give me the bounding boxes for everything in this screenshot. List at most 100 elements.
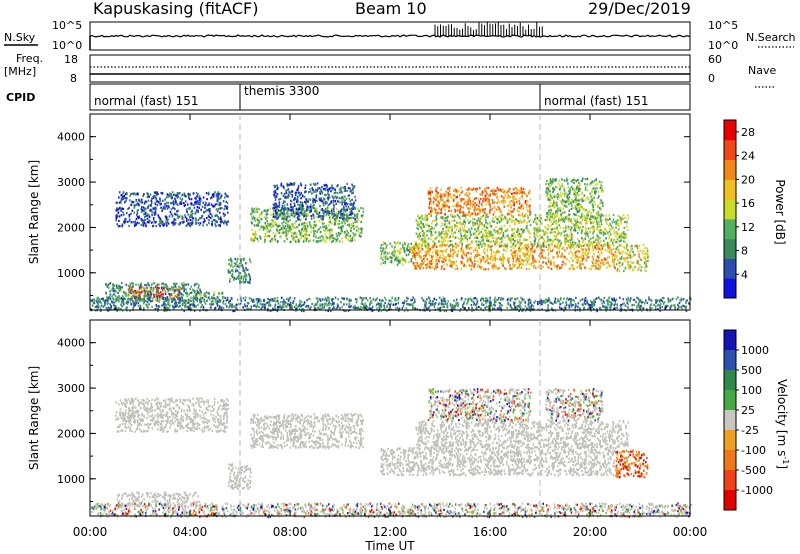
power-cell (443, 257, 445, 260)
power-cell (337, 213, 339, 216)
power-cell (536, 228, 539, 231)
power-cell (393, 254, 395, 257)
power-cell (408, 246, 411, 249)
power-cell (596, 182, 599, 185)
power-cell (282, 208, 285, 211)
power-cell (521, 212, 523, 215)
power-cell (540, 252, 543, 255)
power-cell (230, 263, 233, 266)
power-cell (411, 247, 414, 250)
power-cell (574, 227, 576, 230)
power-cell (446, 243, 448, 246)
power-cell (433, 244, 436, 247)
power-cell (195, 218, 197, 221)
power-cell (243, 281, 245, 284)
power-cell (553, 264, 555, 267)
power-cell (571, 238, 573, 241)
power-cell (308, 191, 310, 194)
power-cell (445, 190, 447, 193)
power-cell (311, 187, 313, 190)
power-cell (316, 230, 318, 233)
power-cell (476, 222, 478, 225)
power-cell (285, 234, 287, 237)
power-cell (555, 211, 557, 214)
power-cell (155, 225, 158, 228)
power-cell (458, 222, 460, 225)
power-cell (474, 228, 476, 231)
power-cell (125, 197, 128, 200)
power-cell (281, 222, 283, 225)
power-cell (195, 220, 197, 223)
power-cell (518, 248, 520, 251)
power-cell (433, 238, 436, 241)
power-cell (380, 246, 382, 250)
power-cell (550, 224, 553, 227)
power-cell (352, 224, 355, 228)
power-cell (564, 229, 567, 232)
power-cell (152, 217, 155, 220)
power-cell (615, 234, 617, 237)
power-cell (435, 243, 437, 246)
power-cell (526, 261, 529, 264)
power-cell (443, 193, 445, 196)
power-cell (350, 202, 353, 206)
power-cell (500, 228, 503, 231)
power-cell (228, 271, 230, 274)
power-cell (500, 189, 502, 192)
power-cell (276, 207, 278, 210)
power-cell (210, 213, 213, 216)
power-cell (516, 267, 519, 270)
power-cell (491, 255, 494, 258)
power-cell (477, 225, 480, 228)
power-cell (304, 184, 307, 187)
power-cell (130, 282, 133, 285)
power-cell (589, 241, 592, 244)
power-cell (159, 197, 161, 200)
power-cell (535, 228, 537, 231)
power-cell (488, 203, 491, 206)
power-cell (321, 222, 324, 225)
power-cell (482, 256, 484, 259)
power-cell (343, 213, 346, 216)
power-cell (452, 246, 454, 249)
power-cell (541, 222, 544, 225)
power-cell (467, 219, 469, 222)
power-cell (151, 214, 153, 217)
power-cell (414, 254, 417, 257)
power-cell (185, 224, 188, 228)
power-cell (521, 233, 523, 236)
power-cell (435, 214, 438, 217)
power-cell (510, 246, 512, 249)
power-cell (328, 232, 331, 235)
power-cell (189, 221, 192, 224)
power-cell (426, 244, 428, 247)
power-cell (472, 200, 474, 203)
power-cell (314, 183, 316, 186)
power-cell (323, 184, 326, 187)
power-cell (460, 191, 463, 195)
power-cell (150, 199, 153, 203)
power-cell (487, 239, 490, 243)
power-cell (159, 217, 161, 220)
power-cell (520, 242, 523, 245)
power-cell (605, 258, 607, 261)
power-cell (336, 223, 339, 226)
power-cell (164, 198, 166, 201)
power-cell (116, 214, 118, 217)
power-cell (578, 242, 581, 245)
power-cell (527, 255, 530, 258)
power-cell (328, 224, 330, 227)
power-cell (454, 231, 457, 234)
power-cell (548, 266, 551, 269)
power-cell (595, 217, 597, 220)
power-cell (339, 211, 342, 214)
power-cell (426, 266, 429, 269)
power-cell (278, 205, 281, 208)
power-cell (329, 230, 332, 233)
power-cell (473, 209, 475, 212)
power-cell (322, 210, 324, 213)
power-cell (155, 193, 158, 196)
power-cell (293, 202, 296, 205)
power-cell (446, 219, 448, 222)
power-cell (479, 186, 481, 190)
